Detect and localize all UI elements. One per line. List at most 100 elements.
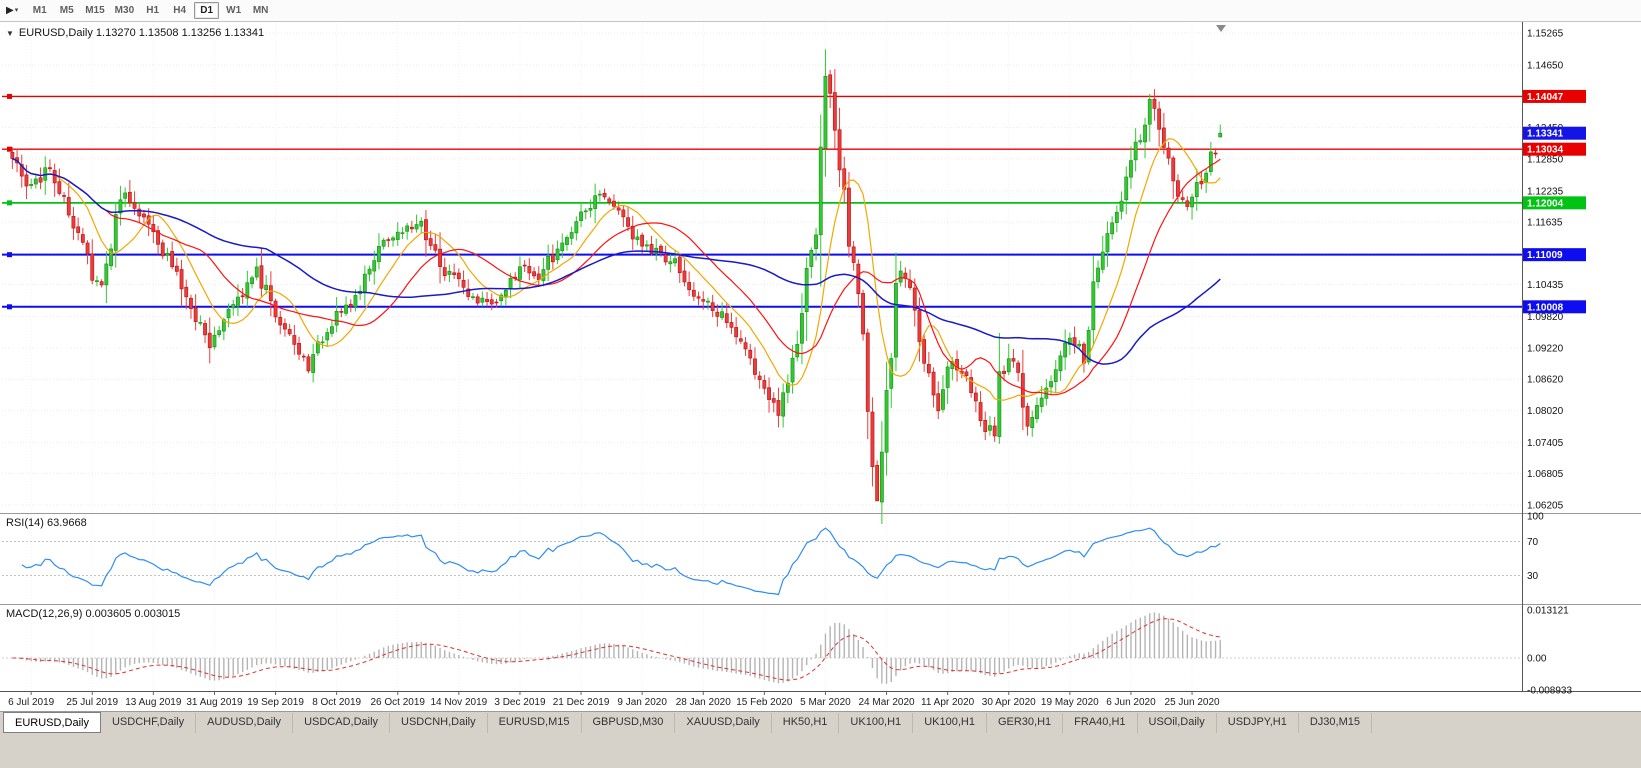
svg-text:26 Oct 2019: 26 Oct 2019 [371, 697, 426, 708]
timeframe-button-w1[interactable]: W1 [226, 5, 242, 16]
chart-tab-audusd-daily[interactable]: AUDUSD,Daily [196, 713, 294, 733]
price-badges: 1.14047 1.13034 1.12004 1.11009 1.10008 1.133… [1523, 89, 1586, 314]
svg-text:21 Dec 2019: 21 Dec 2019 [553, 697, 610, 708]
chart-collapse-icon[interactable]: ▼ [6, 28, 14, 38]
svg-text:8 Oct 2019: 8 Oct 2019 [312, 697, 361, 708]
time-axis-area[interactable] [0, 692, 1522, 710]
shift-marker-icon[interactable] [1216, 25, 1226, 32]
macd-signal-line [12, 618, 1221, 681]
hline-1-13034[interactable] [2, 146, 1522, 152]
chart-tab-usoil-daily[interactable]: USOil,Daily [1138, 713, 1217, 733]
svg-text:15 Feb 2020: 15 Feb 2020 [736, 697, 793, 708]
svg-text:1.12850: 1.12850 [1527, 154, 1564, 165]
svg-text:25 Jun 2020: 25 Jun 2020 [1165, 697, 1220, 708]
svg-text:19 May 2020: 19 May 2020 [1041, 697, 1099, 708]
rsi-line [21, 527, 1221, 596]
svg-text:1.13341: 1.13341 [1527, 129, 1564, 140]
svg-text:1.10435: 1.10435 [1527, 280, 1564, 291]
timeframe-button-m30[interactable]: M30 [114, 5, 135, 16]
chart-tab-eurusd-m15[interactable]: EURUSD,M15 [488, 713, 582, 733]
ma-line-55 [11, 157, 1221, 365]
chevron-down-icon: ▾ [14, 7, 19, 14]
hline-handle[interactable] [7, 252, 12, 258]
price-badge-1-14047: 1.14047 [1523, 89, 1586, 103]
svg-text:30: 30 [1527, 571, 1539, 582]
rsi-panel-area[interactable] [2, 514, 1522, 604]
svg-text:3 Dec 2019: 3 Dec 2019 [494, 697, 546, 708]
svg-text:70: 70 [1527, 537, 1539, 548]
svg-text:-0.008933: -0.008933 [1527, 686, 1572, 697]
chart-tab-usdchf-daily[interactable]: USDCHF,Daily [101, 713, 197, 733]
ma-line-10 [12, 138, 1221, 401]
timeframe-button-m15[interactable]: M15 [85, 5, 105, 16]
hline-1-14047[interactable] [2, 93, 1522, 99]
svg-text:24 Mar 2020: 24 Mar 2020 [858, 697, 915, 708]
hline-1-11009[interactable] [2, 252, 1522, 258]
hline-handle[interactable] [7, 304, 12, 310]
svg-text:1.15265: 1.15265 [1527, 29, 1564, 40]
svg-text:1.14047: 1.14047 [1527, 92, 1564, 103]
macd-panel: 0.013121 0.00 -0.008933 [2, 606, 1572, 697]
svg-text:1.11635: 1.11635 [1527, 218, 1563, 229]
svg-text:1.07405: 1.07405 [1527, 438, 1564, 449]
chart-tab-gbpusd-m30[interactable]: GBPUSD,M30 [582, 713, 676, 733]
svg-text:1.10008: 1.10008 [1527, 302, 1564, 313]
svg-text:1.13034: 1.13034 [1527, 145, 1564, 156]
macd-panel-area[interactable] [2, 605, 1522, 691]
chart-tab-usdcnh-daily[interactable]: USDCNH,Daily [390, 713, 488, 733]
svg-text:31 Aug 2019: 31 Aug 2019 [186, 697, 243, 708]
svg-text:1.08020: 1.08020 [1527, 406, 1564, 417]
svg-text:0.013121: 0.013121 [1527, 606, 1569, 617]
chart-tab-uk100-h1[interactable]: UK100,H1 [913, 713, 987, 733]
svg-text:28 Jan 2020: 28 Jan 2020 [676, 697, 731, 708]
svg-text:1.06205: 1.06205 [1527, 500, 1564, 511]
chart-tab-eurusd-daily[interactable]: EURUSD,Daily [3, 712, 101, 733]
hline-handle[interactable] [7, 146, 12, 152]
timeframe-button-d1[interactable]: D1 [194, 2, 220, 19]
chart-tab-ger30-h1[interactable]: GER30,H1 [987, 713, 1064, 733]
hline-1-10008[interactable] [2, 304, 1522, 310]
chart-canvas[interactable]: 1.152651.146501.140501.134501.128501.122… [0, 0, 1641, 711]
svg-text:6 Jun 2020: 6 Jun 2020 [1106, 697, 1156, 708]
svg-text:100: 100 [1527, 512, 1544, 523]
chart-tab-xauusd-daily[interactable]: XAUUSD,Daily [675, 713, 772, 733]
timeframe-buttons: M1 M5 M15 M30 H1 H4 D1 W1 MN [26, 2, 274, 19]
svg-text:1.11009: 1.11009 [1527, 250, 1563, 261]
timeframe-button-h1[interactable]: H1 [146, 5, 160, 16]
hline-handle[interactable] [7, 93, 12, 99]
chart-tab-dj30-m15[interactable]: DJ30,M15 [1299, 713, 1372, 733]
svg-text:1.12235: 1.12235 [1527, 186, 1564, 197]
svg-text:0.00: 0.00 [1527, 654, 1547, 665]
hline-1-12004[interactable] [2, 200, 1522, 206]
timeframe-button-mn[interactable]: MN [252, 5, 269, 16]
timeframe-button-m5[interactable]: M5 [59, 5, 74, 16]
price-axis-area[interactable] [1523, 22, 1641, 691]
chart-tab-usdjpy-h1[interactable]: USDJPY,H1 [1217, 713, 1299, 733]
svg-text:13 Aug 2019: 13 Aug 2019 [125, 697, 182, 708]
chart-tab-hk50-h1[interactable]: HK50,H1 [772, 713, 840, 733]
chart-tab-uk100-h1[interactable]: UK100,H1 [839, 713, 914, 733]
chart-tab-usdcad-daily[interactable]: USDCAD,Daily [293, 713, 391, 733]
svg-text:19 Sep 2019: 19 Sep 2019 [247, 697, 304, 708]
horizontal-lines [2, 93, 1522, 310]
svg-text:1.09220: 1.09220 [1527, 343, 1564, 354]
timeframe-toolbar: ▶ ▾ M1 M5 M15 M30 H1 H4 D1 W1 MN [0, 0, 1641, 22]
hline-handle[interactable] [7, 200, 12, 206]
svg-text:25 Jul 2019: 25 Jul 2019 [66, 697, 118, 708]
svg-text:30 Apr 2020: 30 Apr 2020 [982, 697, 1036, 708]
ma-line-21 [12, 158, 1221, 396]
price-badge-1-12004: 1.12004 [1523, 196, 1586, 210]
svg-text:6 Jul 2019: 6 Jul 2019 [8, 697, 55, 708]
svg-text:1.09820: 1.09820 [1527, 312, 1564, 323]
timeframe-button-m1[interactable]: M1 [32, 5, 47, 16]
chart-tab-fra40-h1[interactable]: FRA40,H1 [1063, 713, 1138, 733]
chart-tabs: EURUSD,Daily USDCHF,Daily AUDUSD,Daily USDC… [0, 712, 1641, 733]
timeframe-button-h4[interactable]: H4 [173, 5, 187, 16]
price-badge-1-10008: 1.10008 [1523, 300, 1586, 314]
current-price-badge: 1.13341 [1523, 126, 1586, 140]
chart-pointer-icon[interactable]: ▶ ▾ [6, 5, 19, 16]
chart-tab-bar: EURUSD,Daily USDCHF,Daily AUDUSD,Daily USDC… [0, 711, 1641, 768]
main-chart-area[interactable] [2, 22, 1522, 513]
time-axis-labels: 6 Jul 2019 25 Jul 2019 13 Aug 2019 31 Aug 2… [8, 692, 1220, 708]
